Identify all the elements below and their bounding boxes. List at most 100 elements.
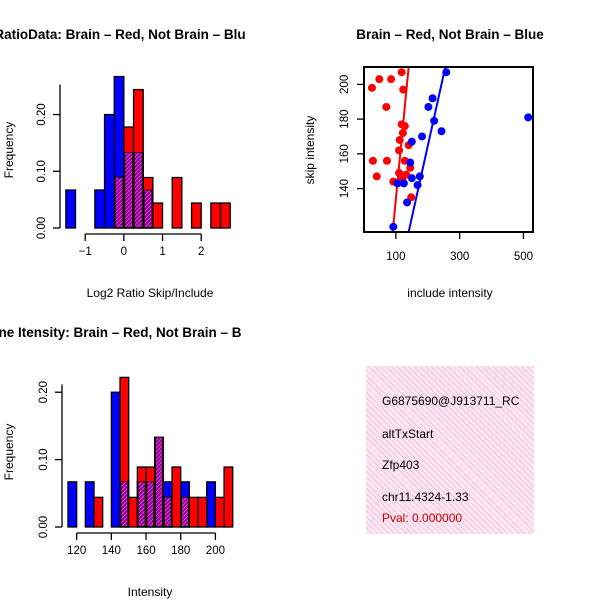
hist1-red-bar	[152, 202, 164, 229]
scatter-point-not-brain	[403, 198, 412, 207]
hist3-red-bar	[171, 466, 182, 528]
scatter-fit-line-brain	[391, 67, 410, 232]
hist1-red-bar	[190, 202, 202, 229]
scatter-y-tick-label: 180	[339, 110, 351, 129]
event-type: altTxStart	[382, 427, 434, 441]
hist1-overlap-bar	[114, 177, 124, 228]
scatter-plot-area	[367, 67, 533, 232]
hist3-overlap-bar	[120, 481, 128, 527]
scatter-point-not-brain	[418, 132, 427, 141]
hist1-x-tick-label: −1	[79, 246, 92, 258]
hist1-x-tick-label: 1	[159, 246, 165, 258]
hist1-overlap-bar	[134, 152, 143, 228]
scatter-x-tick-label: 300	[450, 251, 469, 263]
scatter-point-not-brain	[406, 158, 415, 167]
scatter-point-not-brain	[524, 113, 533, 122]
scatter-ylabel: skip intensity	[303, 116, 317, 185]
hist3-y-tick-label: 0.20	[38, 381, 50, 403]
scatter-point-not-brain	[393, 179, 402, 188]
scatter-point-brain	[397, 68, 406, 77]
scatter-title: Brain – Red, Not Brain – Blue	[356, 27, 544, 42]
ratio-histogram-xlabel: Log2 Ratio Skip/Include	[87, 286, 214, 300]
scatter-frame	[363, 66, 534, 233]
intensity-histogram-panel: ne Itensity: Brain – Red, Not Brain – B …	[0, 325, 242, 599]
intensity-scatter-panel: Brain – Red, Not Brain – Blue include in…	[303, 27, 544, 300]
hist1-y-tick-label: 0.10	[36, 160, 48, 182]
scatter-point-not-brain	[424, 102, 433, 111]
intensity-histogram-title: ne Itensity: Brain – Red, Not Brain – B	[0, 325, 242, 340]
gene-name: Zfp403	[382, 458, 420, 472]
scatter-point-not-brain	[399, 179, 408, 188]
scatter-point-brain	[368, 156, 377, 165]
chromosome-location: chr11.4324-1.33	[382, 490, 469, 504]
hist1-red-bar	[219, 202, 231, 229]
hist3-x-tick-label: 200	[206, 545, 225, 557]
hist3-red-bar	[214, 496, 225, 528]
info-panel: G6875690@J913711_RC altTxStart Zfp403 ch…	[366, 366, 534, 534]
hist3-overlap-bar	[146, 481, 155, 527]
scatter-point-brain	[395, 146, 404, 155]
hist3-x-tick-label: 140	[102, 545, 121, 557]
hist1-x-tick-label: 2	[198, 246, 204, 258]
hist3-x-tick-label: 180	[171, 545, 190, 557]
hist3-red-bar	[93, 496, 104, 528]
hist3-overlap-bar	[181, 497, 189, 527]
scatter-x-tick-label: 500	[514, 251, 533, 263]
ratio-histogram-ylabel: Frequency	[2, 122, 16, 179]
hist3-blue-bar	[110, 391, 121, 528]
scatter-point-brain	[399, 85, 408, 94]
scatter-point-brain	[382, 102, 391, 111]
scatter-point-not-brain	[407, 137, 416, 146]
intensity-histogram-axes: 0.00 0.10 0.20 120 140 160 180 200	[38, 381, 225, 557]
hist1-x-tick-label: 0	[121, 246, 127, 258]
hist3-red-bar	[128, 496, 139, 528]
hist3-x-tick-label: 120	[67, 545, 86, 557]
scatter-point-brain	[387, 75, 396, 84]
hist1-blue-bar	[65, 189, 77, 229]
scatter-point-not-brain	[428, 94, 437, 103]
ratio-histogram-panel: RatioData: Brain – Red, Not Brain – Blu …	[0, 27, 246, 300]
scatter-points	[367, 67, 533, 232]
hist1-y-tick-label: 0.00	[36, 217, 48, 239]
hist3-red-bar	[119, 376, 130, 528]
intensity-histogram-xlabel: Intensity	[128, 585, 173, 599]
scatter-axes: 100 300 500 140 160 180 200	[339, 66, 534, 263]
hist1-overlap-bar	[143, 189, 153, 228]
probe-id: G6875690@J913711_RC	[382, 394, 520, 408]
hist3-y-tick-label: 0.00	[38, 516, 50, 538]
scatter-point-brain	[375, 75, 384, 84]
scatter-y-tick-label: 140	[339, 179, 351, 198]
hist1-blue-bar	[103, 113, 115, 229]
scatter-point-not-brain	[389, 222, 398, 231]
hist3-overlap-bar	[138, 481, 146, 527]
scatter-point-not-brain	[437, 127, 446, 136]
hist1-overlap-bar	[124, 152, 133, 228]
ratio-histogram-bars	[65, 75, 231, 229]
hist3-red-bar	[197, 496, 208, 528]
scatter-point-not-brain	[407, 174, 416, 183]
ratio-histogram-title: RatioData: Brain – Red, Not Brain – Blu	[0, 27, 246, 42]
hist1-y-tick-label: 0.20	[36, 103, 48, 125]
scatter-y-tick-label: 200	[339, 75, 351, 94]
scatter-xlabel: include intensity	[407, 286, 492, 300]
scatter-point-brain	[382, 156, 391, 165]
scatter-x-tick-label: 100	[386, 251, 405, 263]
hist3-overlap-bar	[155, 437, 163, 527]
hist1-red-bar	[171, 176, 183, 229]
hist1-blue-bar	[94, 189, 106, 229]
scatter-point-brain	[402, 170, 411, 179]
scatter-y-tick-label: 160	[339, 144, 351, 163]
ratio-histogram-axes: 0.00 0.10 0.20 −1 0 1 2	[36, 84, 204, 258]
hist1-red-bar	[210, 202, 222, 229]
hist3-overlap-bar	[164, 497, 172, 527]
intensity-histogram-ylabel: Frequency	[2, 424, 16, 481]
hist3-y-tick-label: 0.10	[38, 448, 50, 470]
p-value: Pval: 0.000000	[382, 511, 463, 525]
scatter-fit-line-not-brain	[407, 67, 447, 232]
intensity-histogram-bars	[67, 376, 234, 528]
hist3-blue-bar	[67, 481, 78, 528]
hist3-blue-bar	[206, 481, 217, 528]
hist3-red-bar	[223, 466, 234, 528]
